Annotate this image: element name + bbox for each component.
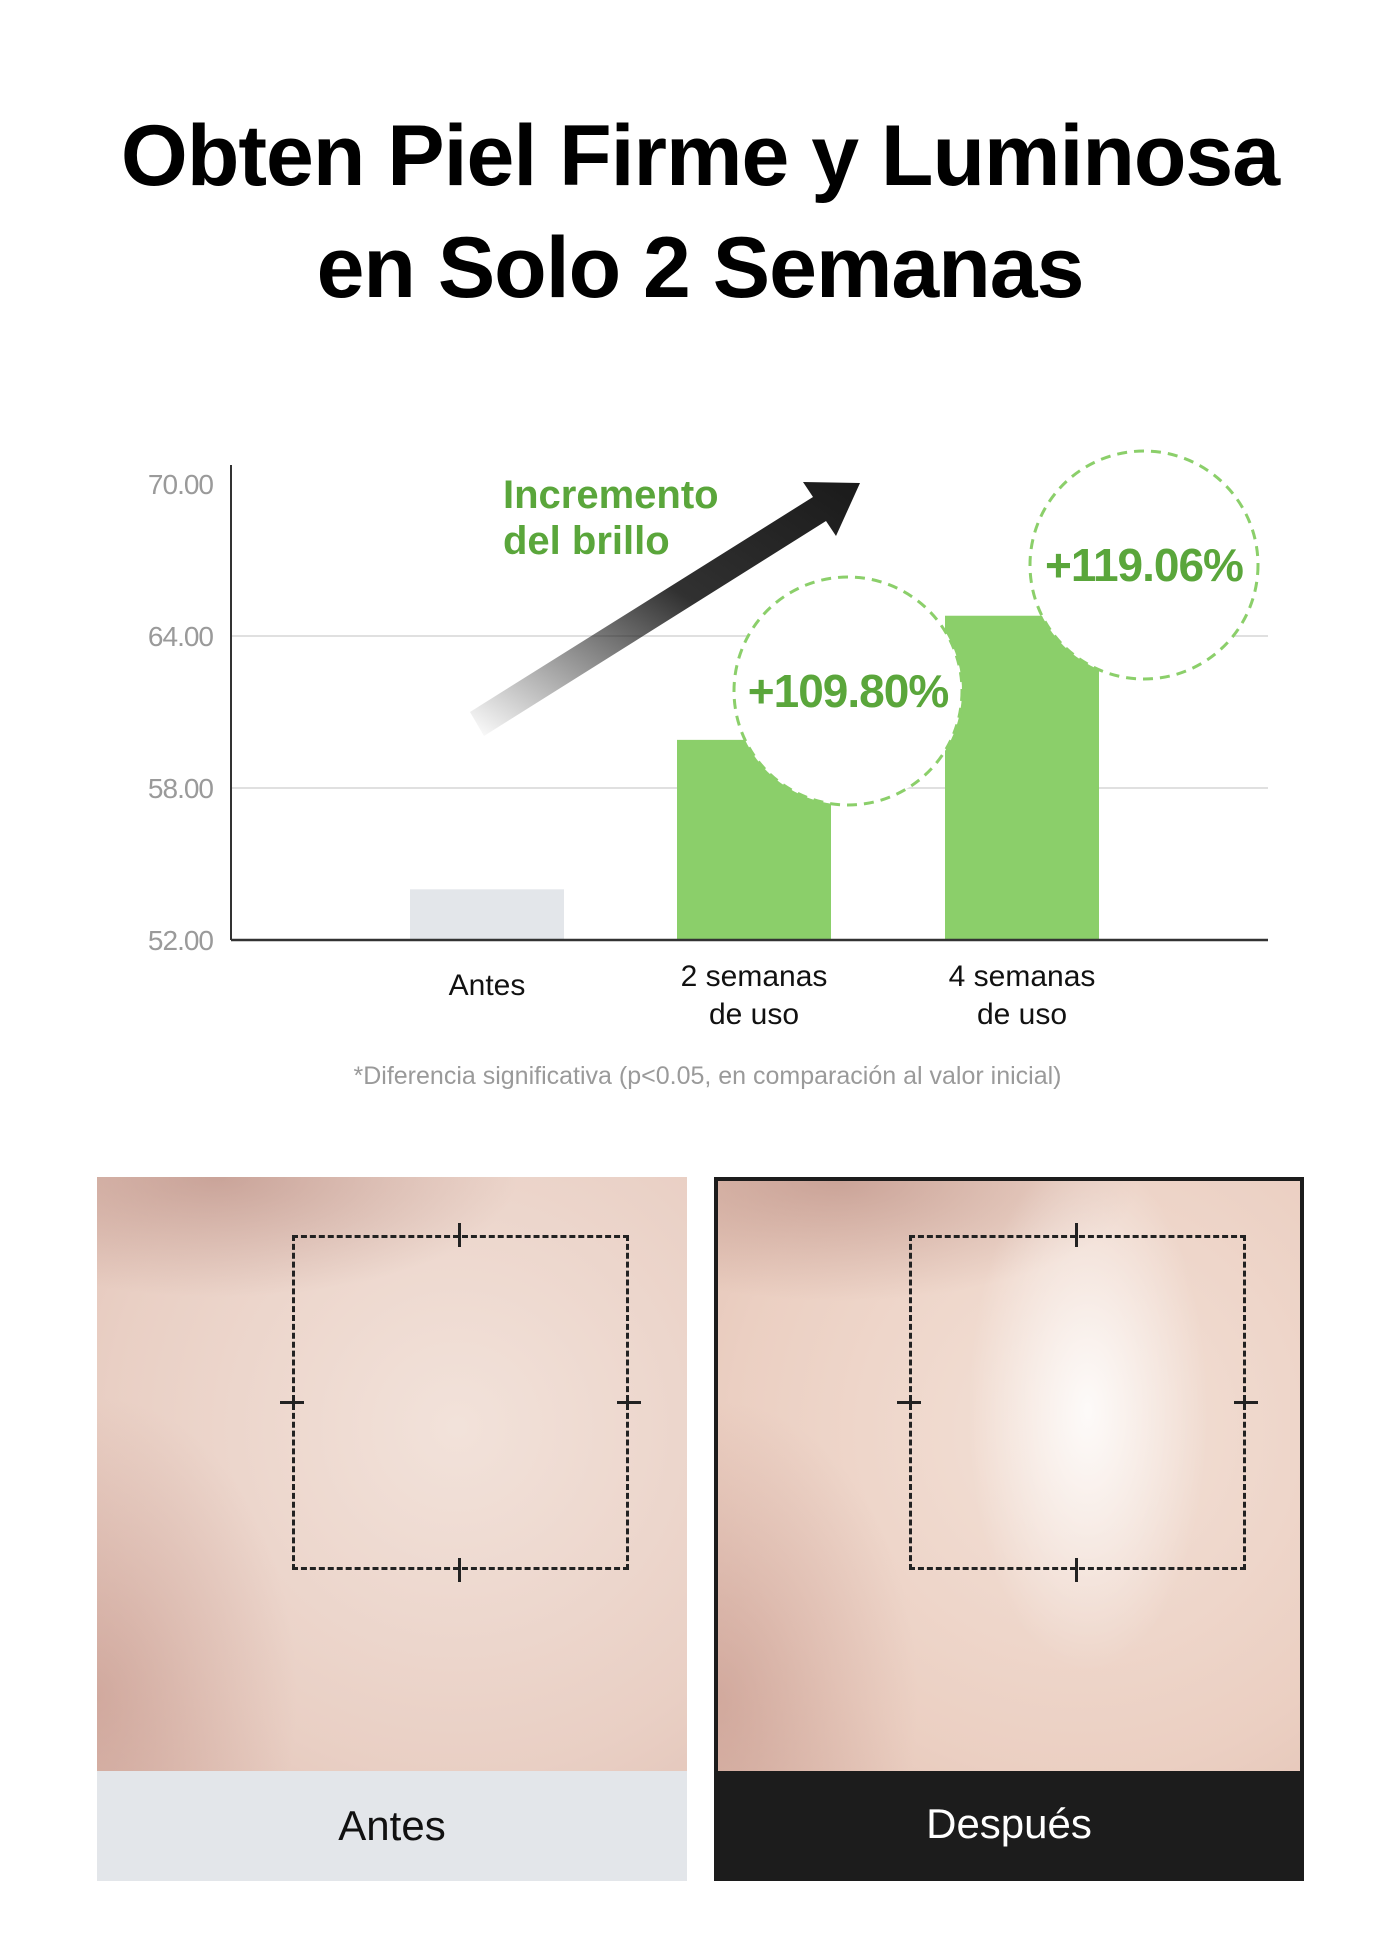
after-skin-photo: [718, 1181, 1300, 1771]
x-tick-label: 4 semanas: [949, 960, 1096, 993]
x-tick-label: de uso: [977, 998, 1067, 1031]
page-title: Obten Piel Firme y Luminosa en Solo 2 Se…: [0, 100, 1400, 324]
arrow-label-line-2: del brillo: [503, 519, 670, 563]
measurement-area-box: [292, 1235, 629, 1570]
bar: [410, 889, 564, 940]
brightness-bar-chart: Incremento del brillo +109.80% +119.06% 5…: [148, 449, 1268, 1031]
after-photo-card: Después: [714, 1177, 1304, 1881]
after-caption: Después: [718, 1771, 1300, 1877]
x-tick-label: 2 semanas: [681, 960, 828, 993]
annotation-circle: [732, 575, 964, 807]
y-tick-label: 70.00: [148, 469, 213, 500]
arrow-label-line-1: Incremento: [503, 473, 719, 517]
y-tick-label: 58.00: [148, 773, 213, 804]
before-skin-photo: [97, 1177, 687, 1771]
measurement-area-box: [909, 1235, 1246, 1570]
bar: [945, 615, 1099, 940]
x-tick-label: de uso: [709, 998, 799, 1031]
annotation-label: +119.06%: [1045, 539, 1243, 591]
annotation-circle: [1028, 449, 1260, 681]
trend-arrow-icon: [470, 482, 860, 736]
annotation-label: +109.80%: [748, 665, 949, 717]
title-line-1: Obten Piel Firme y Luminosa: [120, 108, 1280, 204]
before-photo-card: Antes: [97, 1177, 687, 1881]
title-line-2: en Solo 2 Semanas: [316, 220, 1085, 316]
before-caption: Antes: [97, 1771, 687, 1881]
y-tick-label: 64.00: [148, 621, 213, 652]
x-tick-label: Antes: [449, 969, 526, 1002]
footnote: *Diferencia significativa (p<0.05, en co…: [353, 1062, 1062, 1090]
y-tick-label: 52.00: [148, 925, 213, 956]
